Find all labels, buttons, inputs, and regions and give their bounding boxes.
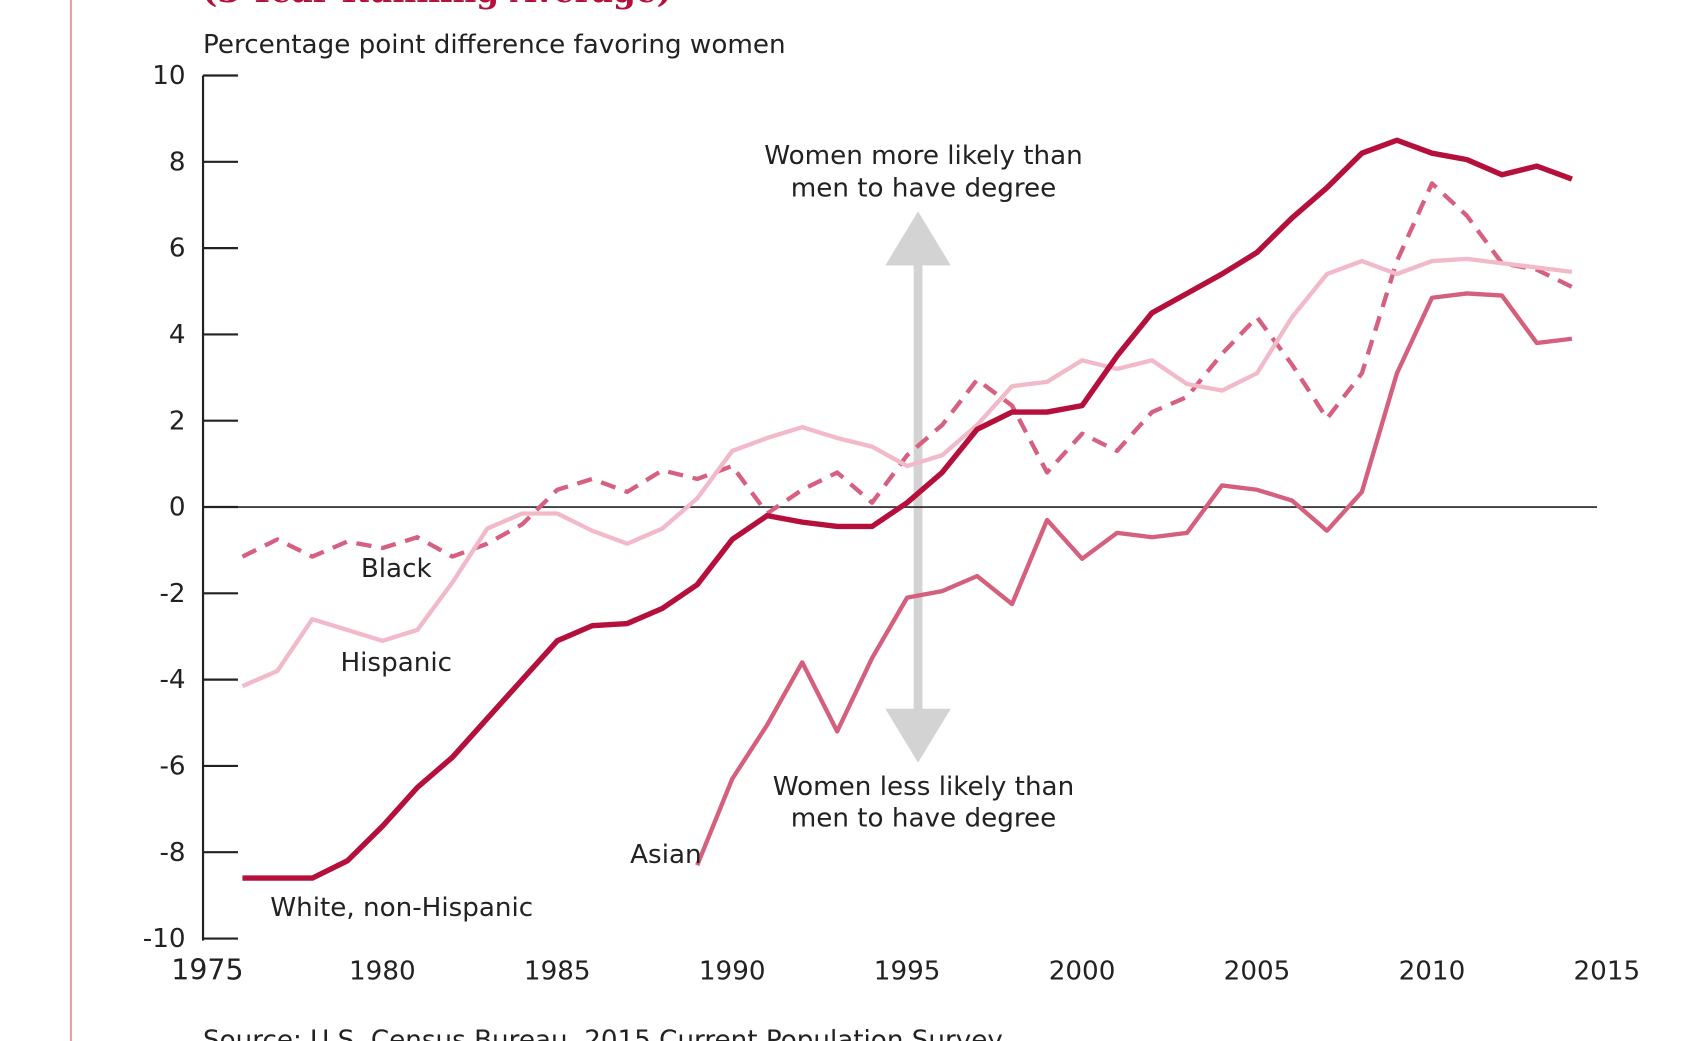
x-tick-label: 2005 (1224, 957, 1291, 987)
annotation: men to have degree (791, 803, 1056, 833)
source: Source: U.S. Census Bureau, 2015 Current… (203, 1026, 1003, 1041)
series-label: Asian (630, 840, 701, 870)
x-tick-label: 1995 (874, 957, 941, 987)
series-label: Black (361, 554, 432, 584)
x-tick-label: 1980 (349, 957, 416, 987)
y-tick-label: -4 (159, 665, 185, 695)
y-tick-label: -2 (159, 579, 185, 609)
annotation: Women less likely than (773, 772, 1074, 802)
series-label: White, non-Hispanic (270, 893, 533, 923)
series-line (695, 291, 1573, 866)
series-line (242, 137, 1573, 881)
y-tick-label: 4 (169, 320, 186, 350)
series-label: Hispanic (340, 648, 452, 678)
y-tick-label: -8 (159, 838, 185, 868)
series-line (241, 256, 1573, 689)
y-tick-label: 2 (169, 406, 186, 436)
y-tick-label: 0 (169, 493, 186, 523)
y-axis-label: Percentage point difference favoring wom… (203, 30, 786, 60)
x-tick-label: 2010 (1399, 957, 1466, 987)
annotation: men to have degree (791, 173, 1056, 203)
series-line (241, 181, 1573, 559)
x-tick-label: 1985 (524, 957, 591, 987)
chart-title: (3-Year Running Average) (202, 0, 672, 10)
y-tick-label: 6 (169, 234, 186, 264)
direction-arrow (885, 211, 951, 763)
x-tick-label: 2000 (1049, 957, 1116, 987)
x-tick-label: 1975 (171, 954, 243, 987)
y-tick-label: 10 (152, 61, 185, 91)
y-tick-label: 8 (169, 148, 186, 178)
annotation: Women more likely than (764, 141, 1083, 171)
y-tick-label: -10 (143, 924, 186, 954)
x-tick-label: 2015 (1574, 957, 1641, 987)
y-tick-label: -6 (159, 752, 185, 782)
x-tick-label: 1990 (699, 957, 766, 987)
